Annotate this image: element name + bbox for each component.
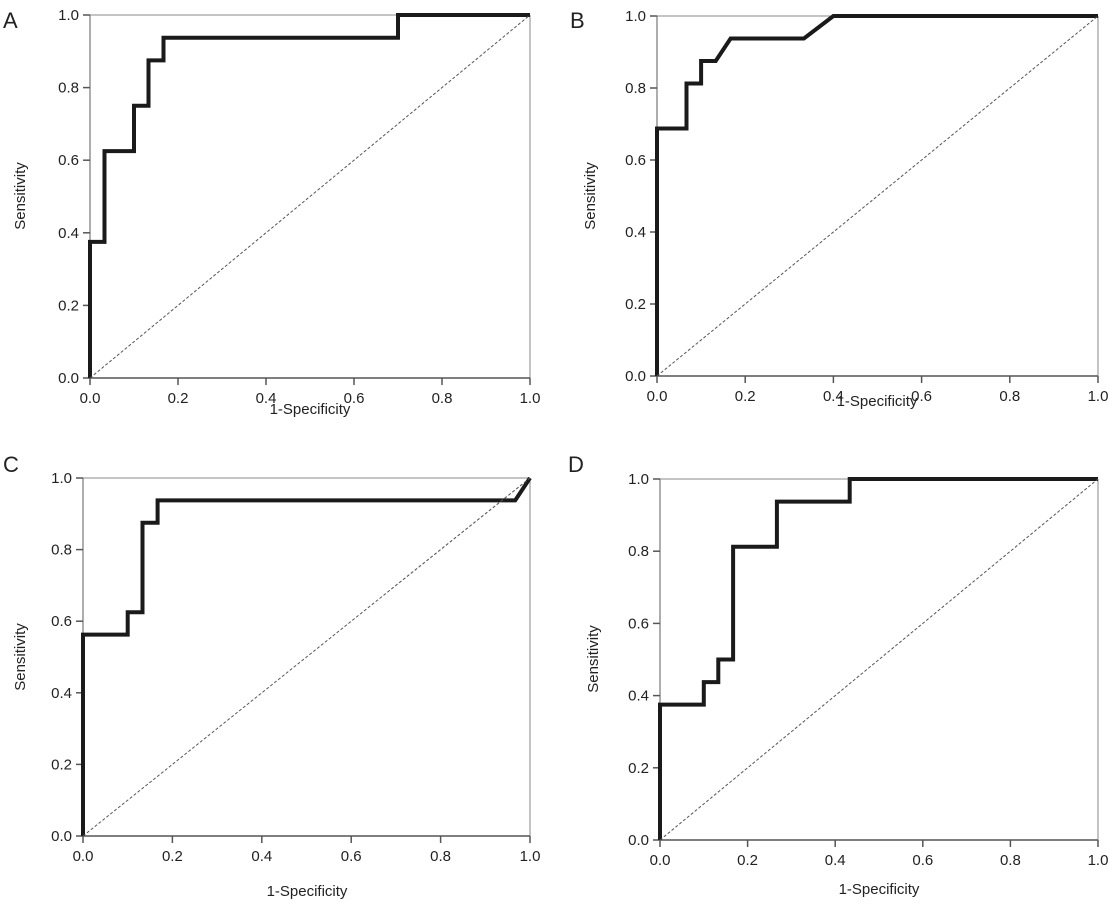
x-tick-label: 1.0 <box>1088 852 1109 869</box>
x-tick-label: 0.6 <box>344 390 365 407</box>
x-tick-label: 0.6 <box>911 388 932 405</box>
roc-curve-line <box>655 14 1098 376</box>
panel-a: A 1-Specificity Sensitivity 0.0 0.2 0.4 0.6… <box>3 7 540 418</box>
x-tick-label: 0.4 <box>825 852 846 869</box>
y-tick-label: 0.6 <box>628 615 649 632</box>
reference-diagonal-line <box>659 478 1099 841</box>
y-axis-label: Sensitivity <box>12 623 29 691</box>
y-tick-label: 0.0 <box>58 370 79 387</box>
x-tick-label: 0.4 <box>256 390 277 407</box>
x-axis-label: 1-Specificity <box>270 401 351 418</box>
panel-letter: D <box>568 452 584 477</box>
x-tick-label: 0.6 <box>341 848 362 865</box>
panel-letter: A <box>3 8 18 33</box>
reference-diagonal-line <box>89 14 531 379</box>
y-tick-label: 0.8 <box>625 80 646 97</box>
x-axis-label: 1-Specificity <box>837 393 918 410</box>
y-tick-label: 0.0 <box>628 832 649 849</box>
reference-diagonal-line <box>656 15 1099 377</box>
panel-letter: C <box>3 452 19 477</box>
y-tick-label: 0.2 <box>51 756 72 773</box>
y-tick-label: 0.0 <box>51 828 72 845</box>
y-axis-label: Sensitivity <box>582 162 599 230</box>
y-tick-label: 0.2 <box>58 297 79 314</box>
x-tick-label: 0.4 <box>251 848 272 865</box>
y-tick-label: 0.4 <box>51 685 72 702</box>
y-tick-label: 0.2 <box>628 760 649 777</box>
panel-letter: B <box>570 8 585 33</box>
reference-diagonal-line <box>82 477 531 837</box>
x-tick-label: 0.8 <box>430 848 451 865</box>
x-tick-label: 0.2 <box>737 852 758 869</box>
roc-curve-line <box>88 13 530 378</box>
y-tick-label: 0.0 <box>625 368 646 385</box>
panel-b: B 1-Specificity Sensitivity 0.0 0.2 0.4 0.6… <box>570 8 1108 410</box>
x-tick-label: 1.0 <box>1088 388 1109 405</box>
roc-curve-line <box>658 477 1098 840</box>
x-tick-label: 0.8 <box>432 390 453 407</box>
panel-d: D 1-Specificity Sensitivity 0.0 0.2 0.4 0.6… <box>568 452 1108 898</box>
x-tick-label: 0.0 <box>80 390 101 407</box>
y-tick-label: 1.0 <box>625 8 646 25</box>
roc-curve-line <box>81 476 532 836</box>
x-tick-label: 0.0 <box>647 388 668 405</box>
y-tick-label: 0.2 <box>625 296 646 313</box>
x-tick-label: 0.0 <box>650 852 671 869</box>
y-tick-label: 0.4 <box>625 224 646 241</box>
x-tick-label: 0.0 <box>73 848 94 865</box>
y-tick-label: 0.8 <box>58 80 79 97</box>
y-tick-label: 1.0 <box>51 470 72 487</box>
y-tick-label: 0.6 <box>625 152 646 169</box>
panel-c: C 1-Specificity Sensitivity 0.0 0.2 0.4 0.6… <box>3 452 540 900</box>
y-tick-label: 1.0 <box>58 7 79 24</box>
x-tick-label: 0.8 <box>999 388 1020 405</box>
y-axis-label: Sensitivity <box>12 162 29 230</box>
y-tick-label: 0.4 <box>58 225 79 242</box>
y-tick-label: 0.6 <box>58 152 79 169</box>
x-tick-label: 0.6 <box>912 852 933 869</box>
x-tick-label: 0.8 <box>1000 852 1021 869</box>
x-tick-label: 1.0 <box>520 390 541 407</box>
y-tick-label: 1.0 <box>628 471 649 488</box>
x-axis-label: 1-Specificity <box>267 883 348 900</box>
x-axis-label: 1-Specificity <box>839 881 920 898</box>
y-tick-label: 0.4 <box>628 688 649 705</box>
x-tick-label: 0.2 <box>735 388 756 405</box>
x-tick-label: 1.0 <box>520 848 541 865</box>
y-tick-label: 0.8 <box>628 543 649 560</box>
y-tick-label: 0.6 <box>51 613 72 630</box>
x-tick-label: 0.4 <box>823 388 844 405</box>
x-tick-label: 0.2 <box>162 848 183 865</box>
x-tick-label: 0.2 <box>168 390 189 407</box>
y-axis-label: Sensitivity <box>585 625 602 693</box>
y-tick-label: 0.8 <box>51 542 72 559</box>
